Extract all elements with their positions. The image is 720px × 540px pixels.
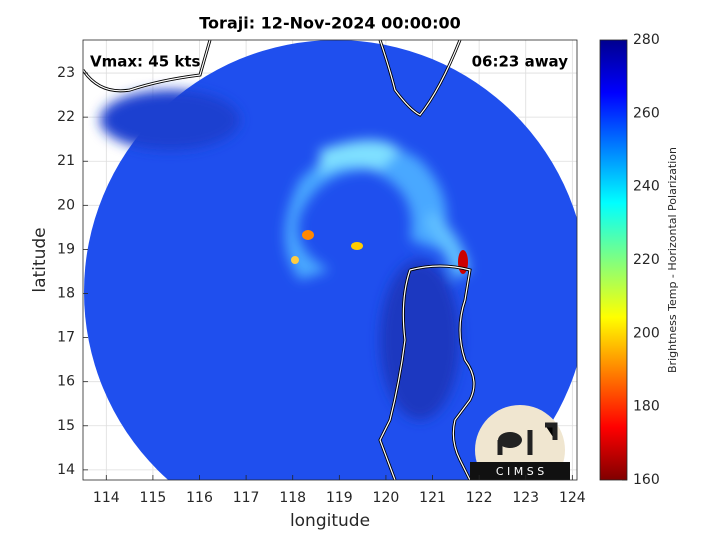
x-tick-label: 119	[326, 490, 353, 506]
y-tick-label: 14	[57, 462, 75, 478]
logo-text: C I M S S	[496, 465, 544, 478]
colorbar-tick-label: 200	[633, 325, 660, 341]
hot-spot	[302, 230, 314, 240]
logo: C I M S S	[470, 405, 570, 480]
chart-title: Toraji: 12-Nov-2024 00:00:00	[199, 14, 460, 33]
colorbar-tick-label: 280	[633, 32, 660, 48]
y-tick-label: 21	[57, 153, 75, 169]
hot-spot	[291, 256, 299, 264]
axes-frame	[82, 39, 578, 481]
colorbar-label: Brightness Temp - Horizontal Polarizatio…	[666, 147, 679, 373]
x-tick-label: 114	[93, 490, 120, 506]
colorbar-tick-label: 180	[633, 399, 660, 415]
x-tick-label: 120	[373, 490, 400, 506]
hot-spot	[351, 242, 363, 250]
colorbar	[599, 39, 628, 481]
y-tick-label: 22	[57, 109, 75, 125]
annotation: Vmax: 45 kts	[90, 53, 200, 71]
y-tick-label: 16	[57, 374, 75, 390]
imagery: C I M S S	[83, 40, 577, 480]
x-tick-label: 121	[419, 490, 446, 506]
x-tick-label: 118	[279, 490, 306, 506]
y-tick-label: 18	[57, 286, 75, 302]
x-tick-label: 117	[233, 490, 260, 506]
x-tick-label: 123	[512, 490, 539, 506]
x-tick-label: 124	[559, 490, 586, 506]
y-tick-label: 23	[57, 65, 75, 81]
coastline-inner	[83, 40, 475, 480]
y-tick-label: 15	[57, 418, 75, 434]
colorbar-tick-label: 160	[633, 472, 660, 488]
x-axis-label: longitude	[290, 511, 370, 531]
y-tick-label: 17	[57, 330, 75, 346]
ticks: 114 115 116 117 118 119 120 121 122 123 124 14 15 16 1…	[57, 32, 660, 506]
colorbar-tick-label: 260	[633, 105, 660, 121]
annotation: 06:23 away	[472, 53, 569, 71]
y-tick-label: 20	[57, 197, 75, 213]
x-tick-label: 122	[466, 490, 493, 506]
colorbar-tick-label: 240	[633, 179, 660, 195]
y-tick-label: 19	[57, 241, 75, 257]
x-tick-label: 116	[186, 490, 213, 506]
y-axis-label: latitude	[30, 227, 50, 292]
colorbar-tick-label: 220	[633, 252, 660, 268]
x-tick-label: 115	[140, 490, 167, 506]
